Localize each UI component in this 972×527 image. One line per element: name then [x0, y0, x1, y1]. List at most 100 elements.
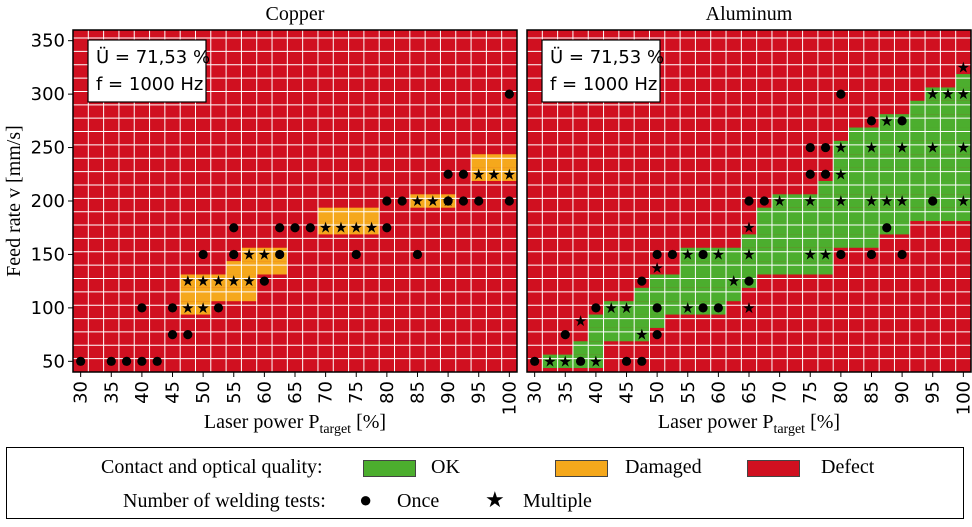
once-marker — [897, 249, 907, 260]
ok-cell — [955, 74, 971, 88]
once-marker — [667, 249, 678, 260]
ok-cell — [894, 154, 910, 168]
ok-cell — [618, 327, 635, 342]
once-marker — [152, 356, 162, 366]
damaged-cell — [195, 301, 211, 315]
ok-cell — [955, 154, 971, 168]
damaged-cell — [195, 274, 211, 288]
ok-cell — [680, 247, 696, 262]
ok-cell — [726, 274, 742, 288]
ok-cell — [925, 87, 941, 101]
once-marker — [183, 329, 193, 340]
once-marker — [76, 356, 86, 366]
ok-cell — [955, 167, 971, 181]
ok-cell — [955, 194, 971, 208]
ok-cell — [756, 234, 772, 248]
multiple-marker: ★ — [472, 165, 485, 183]
multiple-marker: ★ — [773, 192, 786, 210]
ok-cell — [833, 140, 849, 155]
ok-cell — [894, 207, 910, 222]
legend-multiple-label: Multiple — [523, 490, 592, 512]
y-tick-label: 150 — [31, 244, 65, 265]
ok-cell — [833, 207, 849, 222]
x-tick-label: 65 — [285, 381, 306, 404]
multiple-marker: ★ — [350, 219, 363, 237]
legend-ok-label: OK — [431, 456, 460, 478]
ok-cell — [787, 234, 803, 248]
multiple-marker: ★ — [804, 192, 817, 210]
ok-cell — [680, 287, 696, 302]
ok-cell — [863, 167, 880, 181]
ok-cell — [848, 207, 864, 222]
ok-cell — [833, 234, 849, 248]
once-marker — [382, 196, 392, 206]
ok-cell — [909, 127, 926, 141]
damaged-cell — [486, 154, 502, 168]
ok-cell — [848, 154, 864, 168]
ok-cell — [879, 154, 895, 168]
multiple-marker: ★ — [742, 219, 755, 237]
legend-quality-label: Contact and optical quality: — [101, 456, 323, 478]
annotation-line: f = 1000 Hz — [550, 74, 657, 95]
annotation-frame — [87, 39, 207, 103]
once-marker — [591, 303, 601, 313]
damaged-cell — [256, 247, 273, 262]
ok-cell — [955, 207, 971, 222]
ok-cell — [787, 247, 803, 262]
ok-cell — [848, 194, 864, 208]
ok-cell — [925, 180, 941, 195]
multiple-marker: ★ — [503, 165, 516, 183]
multiple-marker: ★ — [574, 312, 587, 330]
once-marker — [820, 142, 831, 153]
ok-cell — [940, 207, 956, 222]
once-marker — [474, 196, 484, 206]
damaged-cell — [241, 247, 257, 262]
ok-cell — [726, 287, 742, 302]
x-tick-label: 75 — [800, 381, 821, 404]
ok-cell — [940, 87, 956, 101]
damaged-cell — [256, 261, 273, 275]
once-marker — [820, 169, 831, 179]
damaged-cell — [195, 287, 211, 302]
ok-cell — [634, 301, 650, 315]
ok-cell — [664, 274, 681, 288]
ok-cell — [894, 167, 910, 181]
ok-cell — [863, 180, 880, 195]
multiple-marker: ★ — [487, 165, 500, 183]
once-marker — [836, 89, 846, 99]
once-marker — [106, 356, 116, 366]
ok-cell — [879, 114, 895, 128]
once-marker — [137, 356, 147, 366]
ok-cell — [787, 194, 803, 208]
ok-cell — [771, 234, 788, 248]
ok-cell — [817, 247, 834, 262]
damaged-cell — [333, 221, 349, 235]
once-marker — [213, 303, 224, 313]
ok-cell — [909, 100, 926, 115]
y-tick-label: 350 — [31, 31, 65, 52]
ok-cell — [603, 314, 619, 328]
multiple-marker: ★ — [681, 245, 694, 263]
x-axis-label: Laser power Ptarget [%] — [204, 411, 386, 437]
ok-cell — [863, 234, 880, 248]
ok-cell — [802, 207, 818, 222]
ok-cell — [925, 100, 941, 115]
once-marker — [229, 249, 239, 260]
legend-ok-swatch — [363, 460, 416, 477]
ok-cell — [664, 287, 681, 302]
ok-cell — [649, 287, 665, 302]
damaged-cell — [348, 207, 364, 222]
multiple-marker: ★ — [819, 245, 832, 263]
multiple-marker: ★ — [227, 272, 240, 290]
copper-panel: ★ ★★ ★ ★ ★ ★★ ★★ ★ ★ ★★ ★ ★★ ★ ★Ü = 71,53 %f = 1000 H… — [3, 3, 520, 437]
multiple-marker: ★ — [196, 272, 209, 290]
damaged-cell — [180, 274, 196, 288]
once-marker — [866, 116, 877, 126]
once-marker — [504, 89, 514, 99]
ok-cell — [909, 167, 926, 181]
ok-cell — [741, 234, 757, 248]
multiple-marker: ★ — [181, 272, 194, 290]
ok-cell — [634, 327, 650, 342]
ok-cell — [726, 247, 742, 262]
damaged-cell — [226, 287, 242, 302]
